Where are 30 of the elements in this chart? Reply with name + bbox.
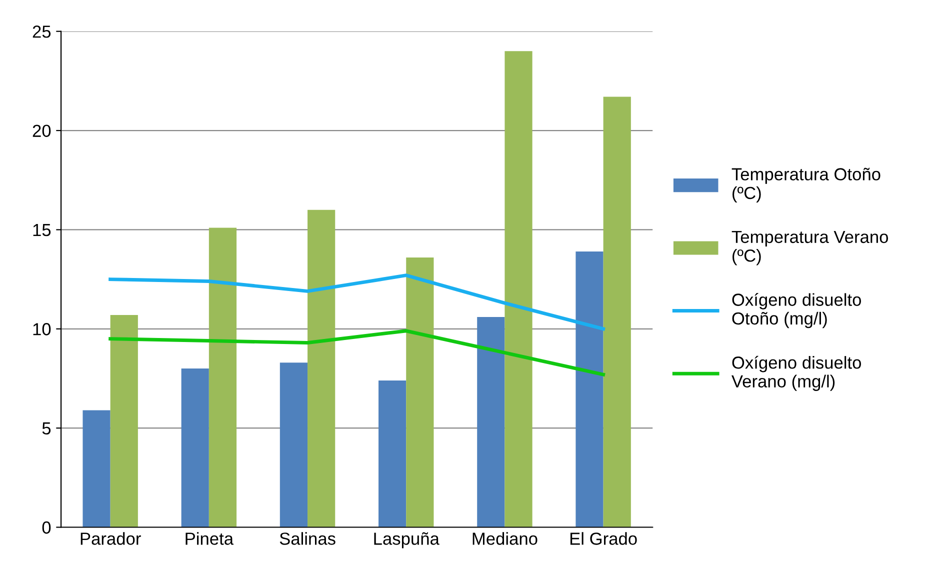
x-tick-label: El Grado (570, 532, 637, 545)
x-tick-label: Laspuña (374, 532, 440, 548)
line-series (108, 274, 606, 331)
y-tick-label: 15 (33, 224, 51, 236)
bar (603, 96, 631, 528)
y-tick-label: 10 (33, 323, 51, 336)
bar (378, 380, 406, 528)
legend-label: Temperatura Otoño (ºC) (732, 168, 880, 203)
y-tick-label: 0 (42, 521, 51, 534)
x-tick-label: Pineta (186, 532, 234, 545)
bar (406, 257, 434, 528)
legend-label: Temperatura Verano (ºC) (732, 230, 888, 266)
y-tick-label: 20 (32, 124, 51, 137)
line-series (108, 329, 606, 376)
bar (208, 228, 237, 528)
bar (504, 51, 532, 528)
bar (110, 315, 138, 528)
y-tick-label: 25 (32, 26, 51, 38)
bar (280, 362, 308, 528)
legend-label: Oxígeno disuelto Verano (mg/l) (732, 356, 861, 391)
bar (82, 410, 110, 528)
x-tick-label: Salinas (280, 532, 336, 545)
legend-label: Oxígeno disuelto Otoño (mg/l) (732, 292, 861, 328)
x-tick-label: Mediano (472, 532, 538, 545)
x-tick-label: Parador (80, 532, 141, 545)
bar (576, 252, 604, 528)
bar (181, 368, 209, 528)
bar (477, 316, 505, 528)
y-tick-label: 5 (42, 422, 51, 435)
bar (308, 210, 336, 528)
